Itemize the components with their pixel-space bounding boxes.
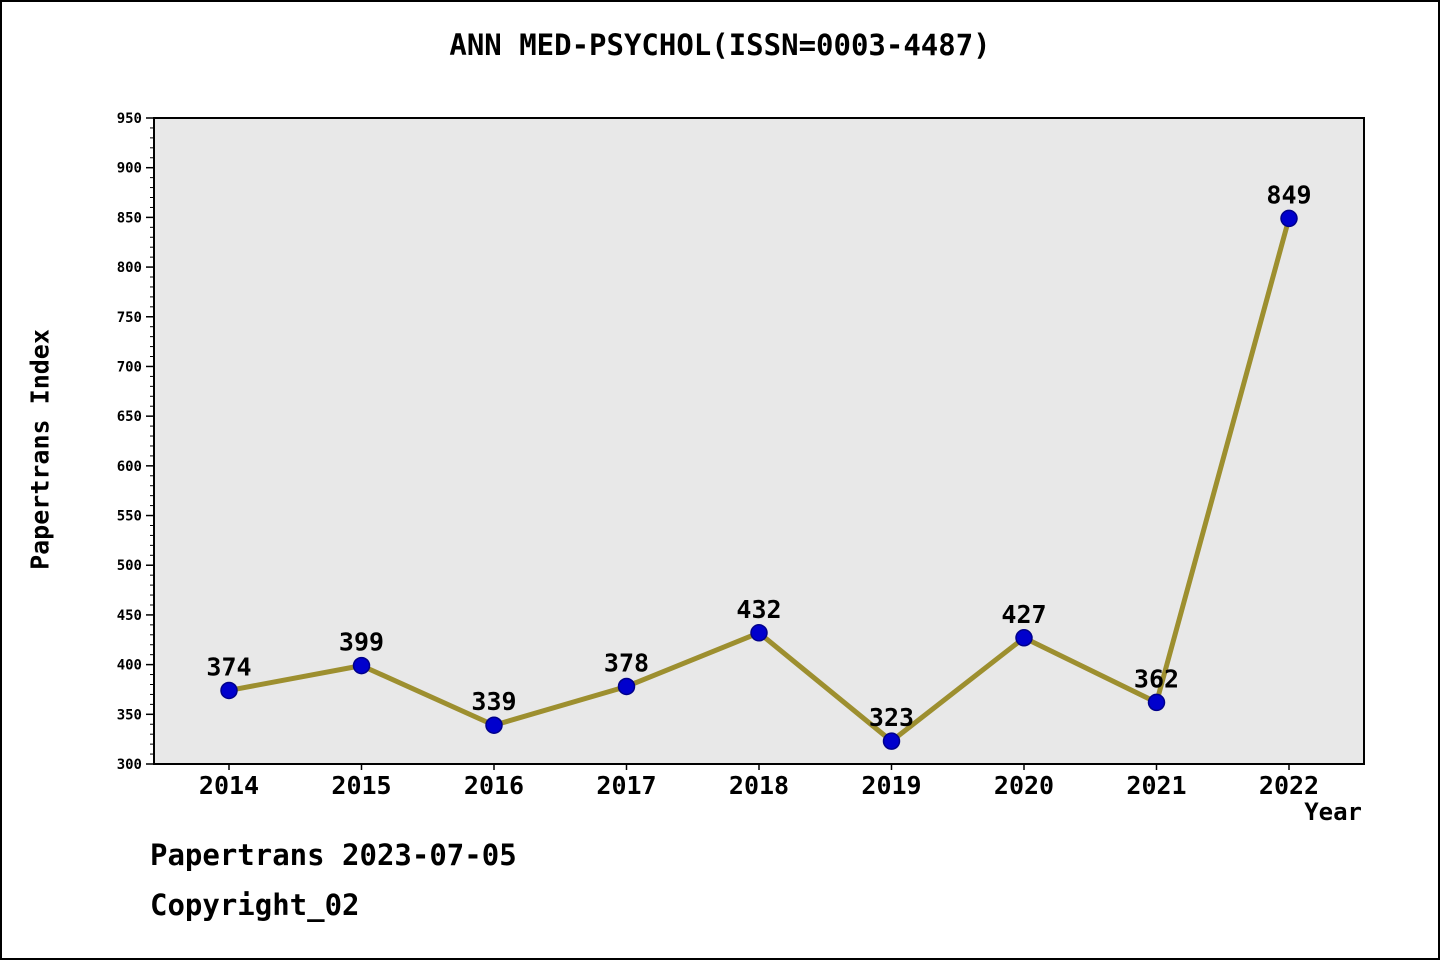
x-tick-label: 2015 (331, 771, 391, 800)
x-tick-label: 2017 (596, 771, 656, 800)
y-tick-label: 500 (117, 558, 142, 574)
x-axis-label: Year (1304, 798, 1362, 826)
data-point (882, 732, 901, 750)
data-point (485, 716, 503, 734)
chart-title: ANN MED-PSYCHOL(ISSN=0003-4487) (449, 28, 991, 62)
y-tick-label: 700 (117, 359, 142, 375)
data-point-label: 432 (736, 595, 781, 624)
y-tick-label: 650 (117, 409, 142, 425)
x-tick-label: 2020 (994, 771, 1054, 800)
data-point-label: 399 (339, 628, 384, 657)
line-chart: 300 350 400 450 500 550 600 650 700 750 800 850 900 9… (117, 111, 1365, 800)
data-point-label: 427 (1001, 600, 1046, 629)
y-tick-label: 800 (117, 260, 142, 276)
data-point (352, 656, 371, 675)
data-point-label: 362 (1134, 664, 1179, 693)
y-tick-label: 950 (117, 111, 142, 127)
y-tick-label: 400 (117, 658, 142, 674)
y-tick-label: 850 (117, 210, 142, 226)
y-tick-label: 750 (117, 310, 142, 326)
y-tick-label: 600 (117, 459, 142, 475)
data-point (1280, 209, 1298, 228)
footer-papertrans-date: Papertrans 2023-07-05 (150, 838, 517, 872)
y-tick-label: 900 (117, 161, 142, 177)
x-tick-label: 2019 (861, 771, 921, 800)
data-point (1015, 629, 1033, 647)
y-tick-label: 350 (117, 707, 142, 723)
x-tick-label: 2014 (199, 771, 259, 800)
y-tick-label: 550 (117, 509, 142, 525)
x-tick-label: 2018 (729, 771, 789, 800)
data-point (220, 681, 238, 700)
data-point (1147, 693, 1166, 712)
x-tick-label: 2016 (464, 771, 524, 800)
data-point-label: 339 (471, 687, 516, 716)
data-point (750, 624, 768, 642)
data-point-label: 849 (1266, 180, 1311, 209)
data-point-label: 378 (604, 648, 649, 677)
plot-area (153, 117, 1365, 765)
data-point (617, 677, 636, 696)
y-tick-label: 300 (117, 757, 142, 773)
data-point-label: 374 (206, 652, 251, 681)
x-tick-label: 2022 (1259, 771, 1319, 800)
y-tick-label: 450 (117, 608, 142, 624)
footer-copyright: Copyright_02 (150, 888, 360, 922)
data-point-label: 323 (869, 703, 914, 732)
x-tick-label: 2021 (1126, 771, 1186, 800)
